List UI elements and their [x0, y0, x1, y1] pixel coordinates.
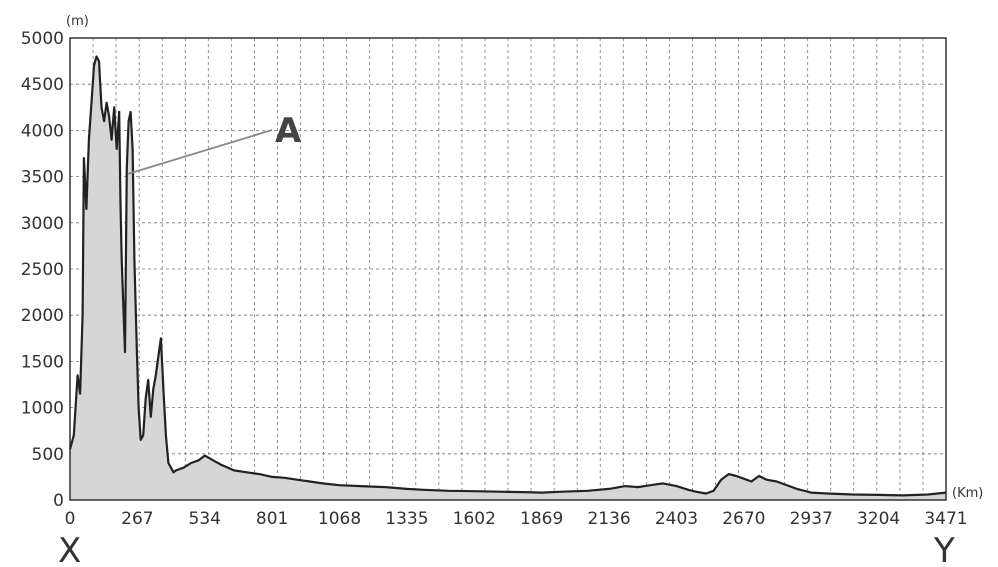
- start-point-label: X: [58, 531, 81, 567]
- y-tick-label: 0: [53, 491, 64, 511]
- x-tick-label: 1602: [453, 509, 496, 529]
- y-tick-label: 3000: [21, 214, 64, 234]
- x-tick-label: 267: [121, 509, 153, 529]
- x-tick-label: 534: [189, 509, 221, 529]
- x-tick-label: 2937: [790, 509, 833, 529]
- grid-lines: [70, 38, 946, 500]
- x-tick-label: 2670: [722, 509, 765, 529]
- annotation-layer: A: [127, 111, 302, 175]
- annotation-leader-line: [127, 129, 273, 175]
- elevation-area-fill: [70, 56, 946, 500]
- x-tick-label: 0: [65, 509, 76, 529]
- x-tick-label: 1335: [385, 509, 428, 529]
- x-unit-label: (Km): [952, 486, 983, 501]
- x-tick-label: 3471: [924, 509, 967, 529]
- end-point-label: Y: [933, 531, 955, 567]
- plot-frame: [69, 37, 947, 501]
- x-tick-label: 1068: [318, 509, 361, 529]
- x-tick-label: 2136: [587, 509, 630, 529]
- x-tick-label: 2403: [655, 509, 698, 529]
- y-tick-label: 4000: [21, 121, 64, 141]
- y-tick-label: 1500: [21, 352, 64, 372]
- y-tick-label: 1000: [21, 399, 64, 419]
- annotation-label-a: A: [275, 111, 302, 151]
- y-tick-label: 500: [32, 445, 64, 465]
- tick-labels: 0 267 534 801 1068 1335 1602 1869 2136 2403 2670 29…: [21, 29, 968, 529]
- y-tick-label: 5000: [21, 29, 64, 49]
- elevation-profile-line: [68, 55, 947, 497]
- y-unit-label: (m): [66, 14, 89, 29]
- x-tick-label: 1869: [520, 509, 563, 529]
- y-tick-label: 2000: [21, 306, 64, 326]
- x-tick-label: 3204: [857, 509, 900, 529]
- profile-layer: [68, 55, 947, 500]
- y-tick-label: 2500: [21, 260, 64, 280]
- y-tick-label: 3500: [21, 168, 64, 188]
- y-tick-label: 4500: [21, 75, 64, 95]
- x-tick-label: 801: [256, 509, 288, 529]
